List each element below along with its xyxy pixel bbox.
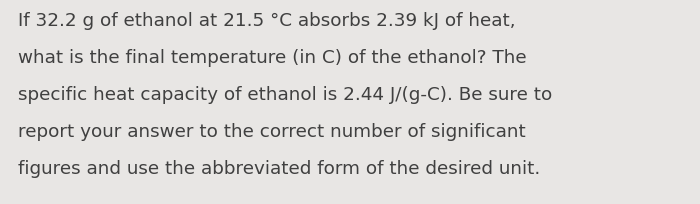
Text: what is the final temperature (in C) of the ethanol? The: what is the final temperature (in C) of … [18,49,526,67]
Text: If 32.2 g of ethanol at 21.5 °C absorbs 2.39 kJ of heat,: If 32.2 g of ethanol at 21.5 °C absorbs … [18,12,515,30]
Text: report your answer to the correct number of significant: report your answer to the correct number… [18,122,526,140]
Text: specific heat capacity of ethanol is 2.44 J/(g-C). Be sure to: specific heat capacity of ethanol is 2.4… [18,86,552,103]
Text: figures and use the abbreviated form of the desired unit.: figures and use the abbreviated form of … [18,159,540,177]
